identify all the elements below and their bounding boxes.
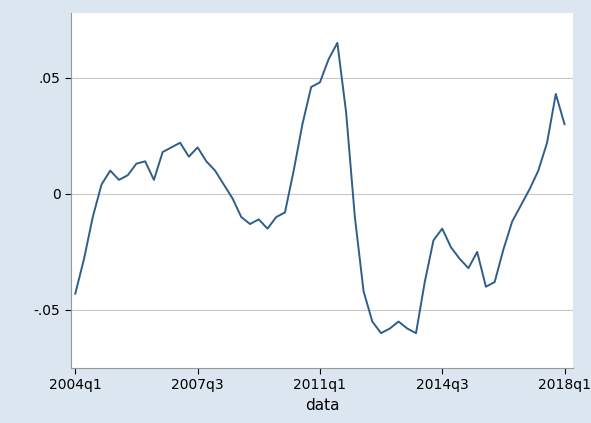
X-axis label: data: data xyxy=(305,398,339,413)
